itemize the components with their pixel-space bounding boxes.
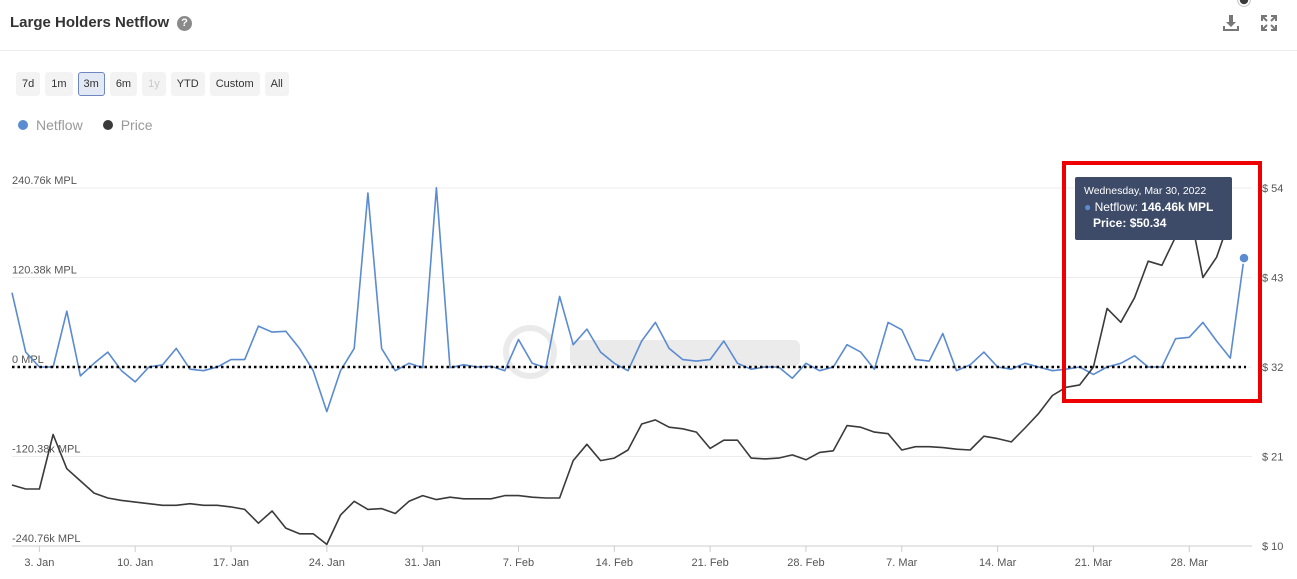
x-axis-tick-label: 24. Jan xyxy=(309,557,345,569)
price-hover-point xyxy=(1238,0,1250,6)
series-line-price xyxy=(11,207,1232,546)
range-1y-button[interactable]: 1y xyxy=(142,72,166,96)
left-axis-tick-label: 0 MPL xyxy=(12,354,44,366)
netflow-marker-icon xyxy=(18,120,28,130)
left-axis-tick-label: 240.76k MPL xyxy=(12,175,77,187)
chart-title: Large Holders Netflow xyxy=(10,14,170,31)
netflow-hover-point xyxy=(1238,252,1250,264)
tooltip-netflow-label: Netflow: xyxy=(1094,200,1138,214)
left-axis-tick-label: 120.38k MPL xyxy=(12,265,77,277)
range-custom-button[interactable]: Custom xyxy=(209,72,260,96)
x-axis-tick-label: 21. Mar xyxy=(1075,557,1113,569)
legend-label-netflow: Netflow xyxy=(36,117,83,133)
right-axis-tick-label: $ 10 xyxy=(1262,541,1283,553)
range-ytd-button[interactable]: YTD xyxy=(170,72,205,96)
tooltip-date: Wednesday, Mar 30, 2022 xyxy=(1084,185,1207,197)
range-all-button[interactable]: All xyxy=(264,72,289,96)
x-axis-tick-label: 28. Feb xyxy=(787,557,824,569)
legend-item-price[interactable]: Price xyxy=(102,117,153,133)
right-axis-tick-label: $ 21 xyxy=(1262,452,1283,464)
x-axis-tick-label: 14. Mar xyxy=(979,557,1017,569)
tooltip-netflow-value: 146.46k MPL xyxy=(1141,200,1214,214)
series-line-netflow xyxy=(11,187,1245,413)
x-axis-tick-label: 14. Feb xyxy=(596,557,633,569)
x-axis-tick-label: 28. Mar xyxy=(1171,557,1209,569)
range-1m-button[interactable]: 1m xyxy=(45,72,73,96)
tooltip-price-value: $50.34 xyxy=(1129,216,1167,230)
range-3m-button[interactable]: 3m xyxy=(77,72,105,96)
range-6m-button[interactable]: 6m xyxy=(109,72,138,96)
highlight-box xyxy=(1062,161,1262,403)
legend-item-netflow[interactable]: Netflow xyxy=(18,117,83,133)
x-axis-tick-label: 7. Mar xyxy=(886,557,918,569)
range-7d-button[interactable]: 7d xyxy=(16,72,41,96)
x-axis-tick-label: 31. Jan xyxy=(405,557,441,569)
x-axis-tick-label: 17. Jan xyxy=(213,557,249,569)
expand-icon[interactable] xyxy=(1259,13,1279,33)
chart-header: Large Holders Netflow ? xyxy=(0,0,1297,51)
price-marker-icon xyxy=(102,120,113,130)
x-axis-tick-label: 10. Jan xyxy=(117,557,153,569)
left-axis-tick-label: -240.76k MPL xyxy=(12,533,80,545)
tooltip-price-row: Price: $50.34 xyxy=(1093,216,1166,230)
right-axis-tick-label: $ 43 xyxy=(1262,273,1283,285)
legend-label-price: Price xyxy=(120,117,153,133)
question-circle-icon[interactable]: ? xyxy=(177,16,192,31)
x-axis-tick-label: 3. Jan xyxy=(24,557,54,569)
tooltip-price-label: Price: xyxy=(1093,216,1127,230)
tooltip-bullet-icon: ● xyxy=(1084,200,1092,214)
left-axis-tick-label: -120.38k MPL xyxy=(12,444,80,456)
range-selector: 7d 1m 3m 6m 1y YTD Custom All xyxy=(16,72,289,96)
download-icon[interactable] xyxy=(1221,13,1241,33)
x-axis-tick-label: 21. Feb xyxy=(691,557,728,569)
watermark-logo xyxy=(503,325,800,379)
chart-legend: Netflow Price xyxy=(18,117,153,133)
right-axis-tick-label: $ 54 xyxy=(1262,183,1283,195)
chart-tooltip: Wednesday, Mar 30, 2022 ● Netflow: 146.4… xyxy=(1075,177,1232,240)
x-axis-tick-label: 7. Feb xyxy=(503,557,534,569)
tooltip-netflow-row: ● Netflow: 146.46k MPL xyxy=(1084,200,1213,214)
right-axis-tick-label: $ 32 xyxy=(1262,362,1283,374)
